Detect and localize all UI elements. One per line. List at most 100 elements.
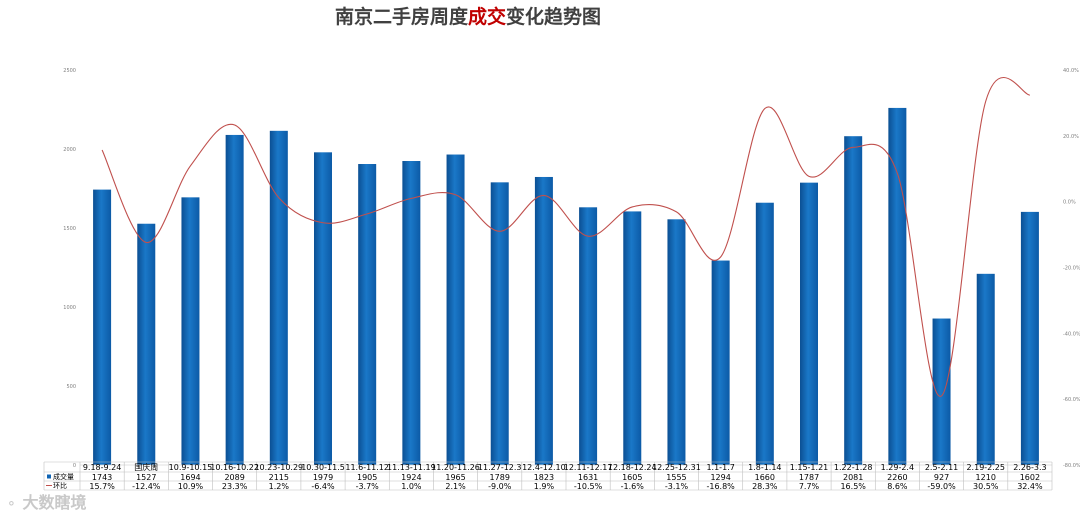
category-label: 11.6-11.12 bbox=[345, 463, 389, 472]
line-value-label: 16.5% bbox=[840, 482, 866, 491]
category-label: 10.23-10.29 bbox=[254, 463, 303, 472]
y-left-tick-label: 500 bbox=[66, 384, 76, 390]
line-value-label: 10.9% bbox=[178, 482, 204, 491]
bar-series bbox=[93, 108, 1039, 465]
legend-label-bar: 成交量 bbox=[53, 472, 74, 481]
bar-value-label: 1743 bbox=[92, 473, 112, 482]
category-label: 12.11-12.17 bbox=[564, 463, 613, 472]
line-value-label: 1.2% bbox=[269, 482, 290, 491]
bar-value-label: 1924 bbox=[401, 473, 421, 482]
y-left-tick-label: 0 bbox=[73, 463, 76, 469]
line-value-label: 8.6% bbox=[887, 482, 908, 491]
data-table: 成交量环比9.18-9.24174315.7%国庆周1527-12.4%10.9… bbox=[44, 462, 1052, 491]
category-label: 2.26-3.3 bbox=[1013, 463, 1046, 472]
bar-value-label: 1660 bbox=[755, 473, 775, 482]
bar bbox=[756, 203, 774, 465]
line-value-label: 32.4% bbox=[1017, 482, 1043, 491]
title-emphasis: 成交 bbox=[468, 5, 506, 28]
line-value-label: -16.8% bbox=[706, 482, 735, 491]
category-label: 10.9-10.15 bbox=[169, 463, 213, 472]
line-value-label: -3.1% bbox=[665, 482, 689, 491]
bar bbox=[1021, 212, 1039, 465]
line-value-label: 1.0% bbox=[401, 482, 422, 491]
category-label: 12.4-12.10 bbox=[522, 463, 566, 472]
line-value-label: 23.3% bbox=[222, 482, 248, 491]
bar bbox=[623, 211, 641, 465]
bar bbox=[535, 177, 553, 465]
bar-value-label: 2115 bbox=[269, 473, 289, 482]
bar bbox=[314, 152, 332, 465]
bar-value-label: 1694 bbox=[180, 473, 200, 482]
y-right-tick-label: 0.0% bbox=[1063, 200, 1076, 206]
bar bbox=[447, 155, 465, 465]
line-value-label: 7.7% bbox=[799, 482, 820, 491]
bar-value-label: 1294 bbox=[710, 473, 730, 482]
bar bbox=[402, 161, 420, 465]
y-left-tick-label: 1500 bbox=[63, 226, 76, 232]
bar bbox=[667, 219, 685, 465]
category-label: 1.8-1.14 bbox=[748, 463, 781, 472]
y-right-tick-label: -40.0% bbox=[1063, 331, 1080, 337]
category-label: 10.30-11.5 bbox=[301, 463, 345, 472]
bar-value-label: 1210 bbox=[976, 473, 996, 482]
line-value-label: -9.0% bbox=[488, 482, 512, 491]
category-label: 11.27-12.3 bbox=[478, 463, 522, 472]
line-value-label: 2.1% bbox=[445, 482, 466, 491]
line-value-label: -1.6% bbox=[621, 482, 645, 491]
category-label: 12.18-12.24 bbox=[608, 463, 657, 472]
watermark-text: 大数瞎境 bbox=[22, 493, 86, 512]
category-label: 1.1-1.7 bbox=[706, 463, 734, 472]
line-value-label: 30.5% bbox=[973, 482, 999, 491]
category-label: 11.13-11.19 bbox=[387, 463, 436, 472]
title-prefix: 南京二手房周度 bbox=[335, 5, 469, 28]
y-right-tick-label: 40.0% bbox=[1063, 68, 1079, 74]
category-label: 2.5-2.11 bbox=[925, 463, 958, 472]
bar-value-label: 1789 bbox=[490, 473, 510, 482]
legend-swatch-bar bbox=[47, 475, 51, 479]
bar-value-label: 1555 bbox=[666, 473, 686, 482]
title-suffix: 变化趋势图 bbox=[506, 5, 601, 28]
line-value-label: -12.4% bbox=[132, 482, 161, 491]
category-label: 9.18-9.24 bbox=[83, 463, 122, 472]
bar-value-label: 2260 bbox=[887, 473, 907, 482]
bar bbox=[358, 164, 376, 465]
bar bbox=[579, 207, 597, 465]
line-value-label: -59.0% bbox=[927, 482, 956, 491]
bar-value-label: 1979 bbox=[313, 473, 333, 482]
watermark-icon: ⚬ bbox=[6, 497, 17, 512]
bar bbox=[137, 224, 155, 465]
category-label: 2.19-2.25 bbox=[966, 463, 1005, 472]
bar bbox=[226, 135, 244, 465]
bar-value-label: 1905 bbox=[357, 473, 377, 482]
y-right-tick-label: -60.0% bbox=[1063, 397, 1080, 403]
y-right-tick-label: -80.0% bbox=[1063, 463, 1080, 469]
category-label: 国庆周 bbox=[134, 462, 158, 472]
y-left-tick-label: 2000 bbox=[63, 147, 76, 153]
line-value-label: -10.5% bbox=[574, 482, 603, 491]
watermark: ⚬ 大数瞎境 bbox=[6, 489, 87, 513]
line-value-label: 28.3% bbox=[752, 482, 778, 491]
category-label: 1.29-2.4 bbox=[881, 463, 914, 472]
line-value-label: 15.7% bbox=[89, 482, 115, 491]
bar bbox=[491, 182, 509, 465]
bar-value-label: 927 bbox=[934, 473, 949, 482]
bar-value-label: 1787 bbox=[799, 473, 819, 482]
y-right-tick-label: 20.0% bbox=[1063, 134, 1079, 140]
y-left-tick-label: 2500 bbox=[63, 68, 76, 74]
bar bbox=[977, 274, 995, 465]
bar-value-label: 1527 bbox=[136, 473, 156, 482]
bar bbox=[93, 190, 111, 465]
bar-value-label: 1602 bbox=[1020, 473, 1040, 482]
bar-value-label: 2089 bbox=[224, 473, 244, 482]
bar bbox=[800, 183, 818, 465]
category-label: 10.16-10.22 bbox=[210, 463, 259, 472]
line-value-label: -3.7% bbox=[356, 482, 380, 491]
bar bbox=[933, 319, 951, 465]
bar bbox=[712, 261, 730, 465]
bar-value-label: 1823 bbox=[534, 473, 554, 482]
bar-value-label: 1631 bbox=[578, 473, 598, 482]
bar-value-label: 2081 bbox=[843, 473, 863, 482]
